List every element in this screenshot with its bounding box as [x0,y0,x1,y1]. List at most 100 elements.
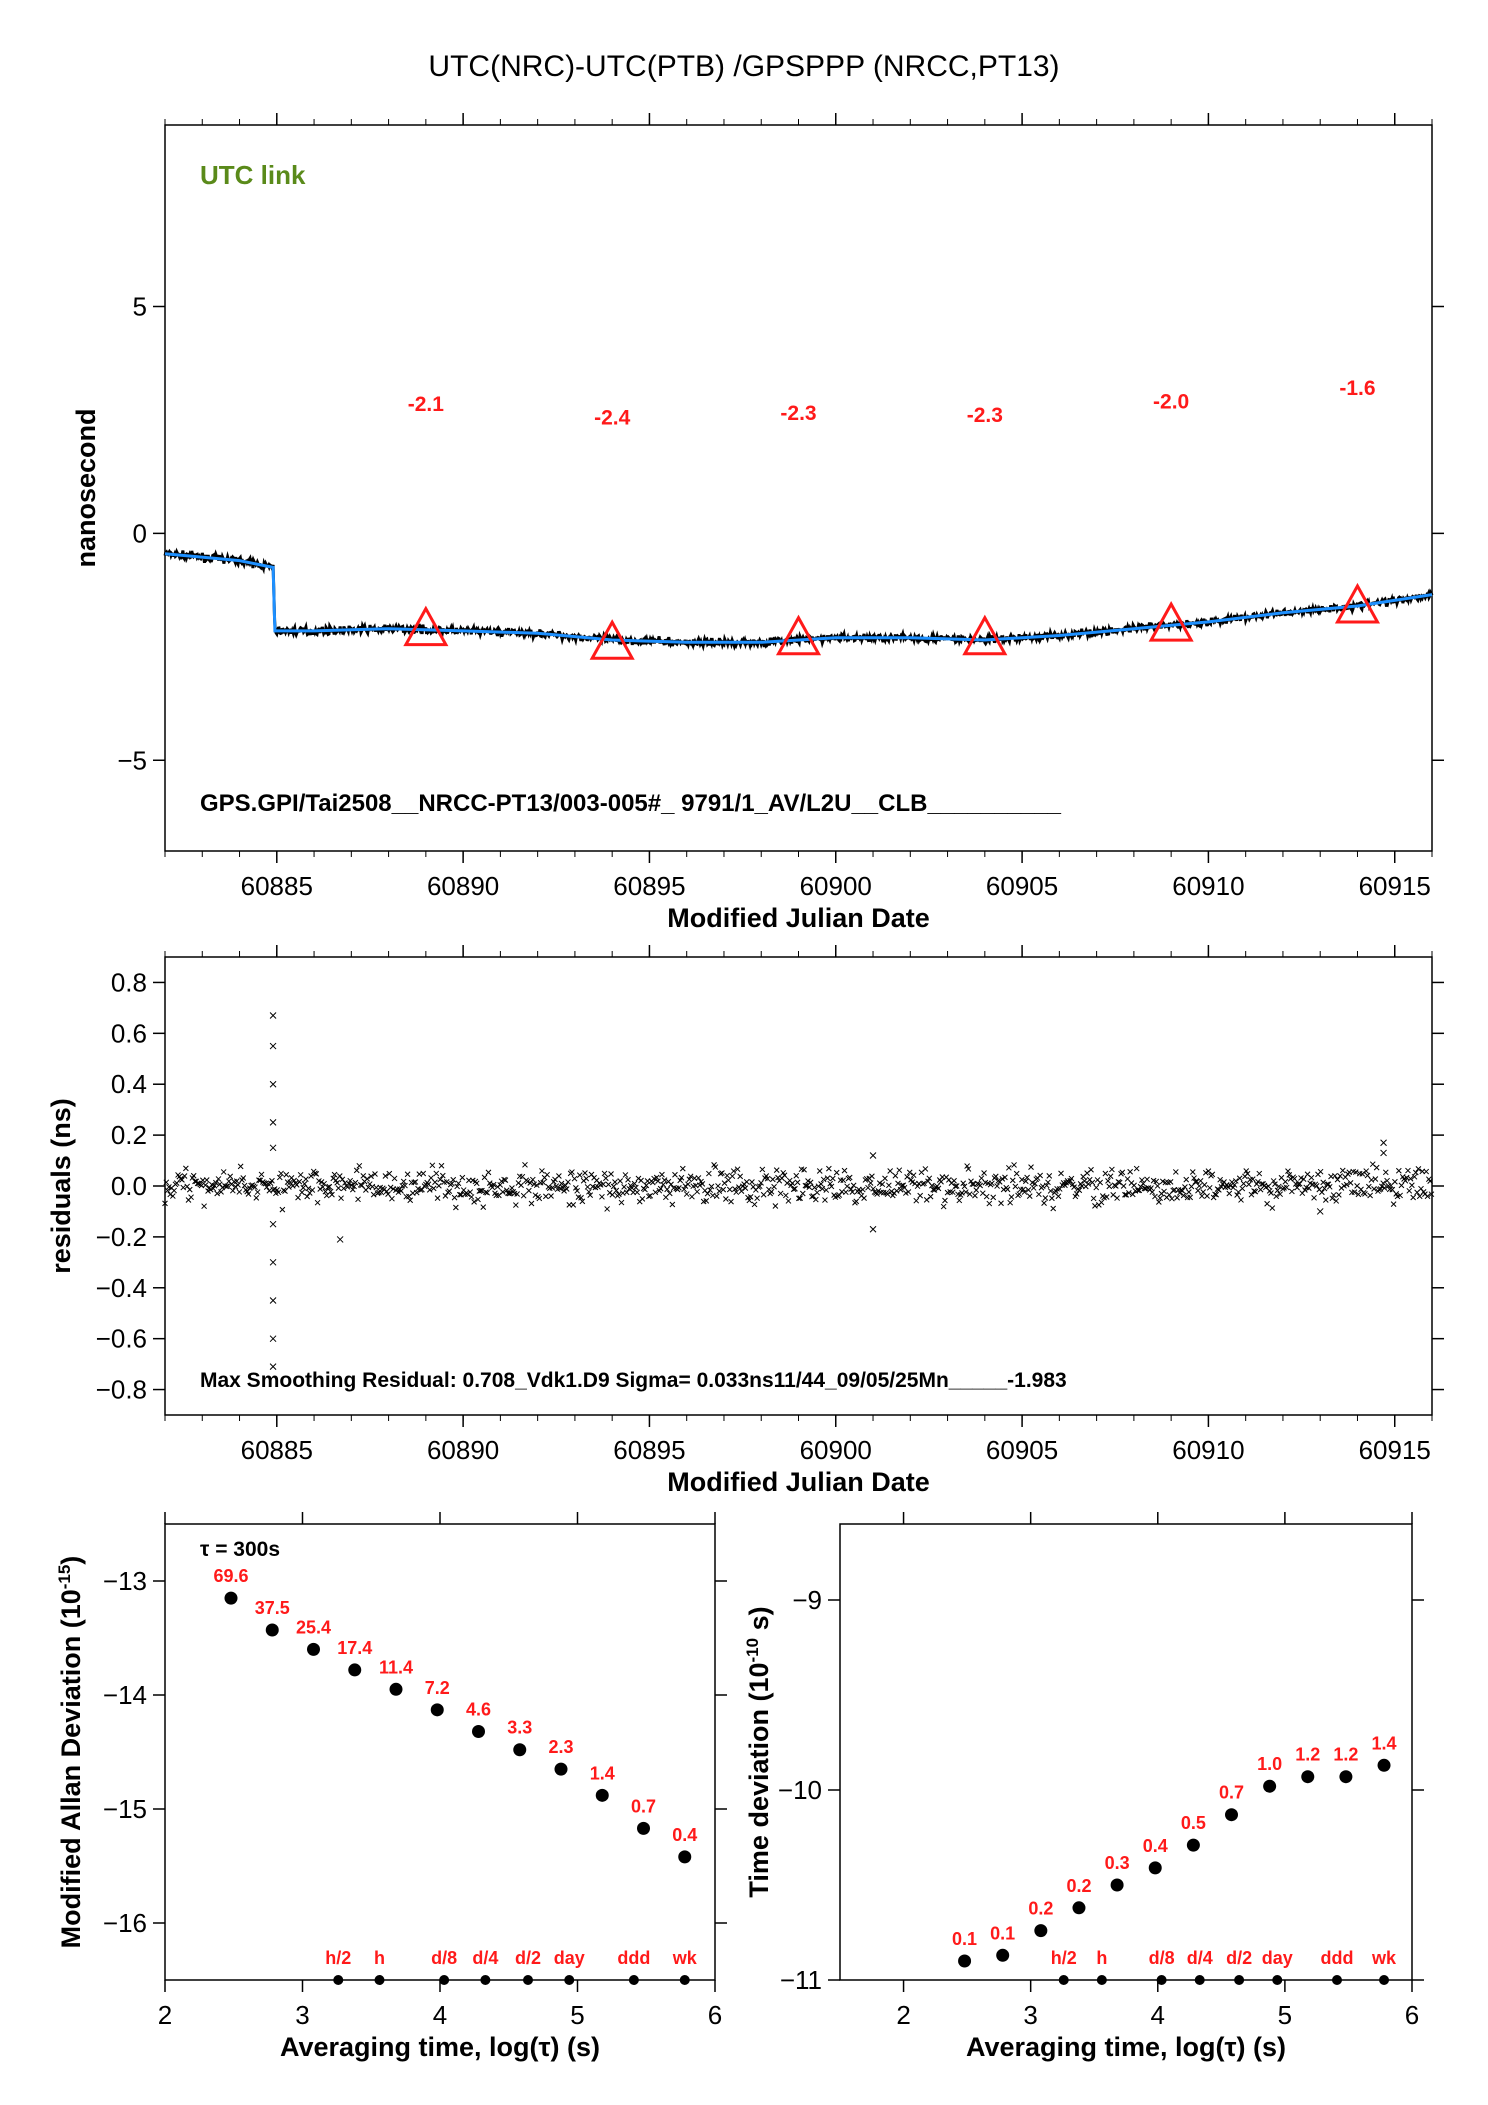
resid-point [668,1181,674,1188]
resid-point [1071,1184,1077,1190]
resid-point [1252,1188,1259,1195]
resid-point [1359,1170,1366,1177]
resid-point [499,1189,506,1195]
resid-point [833,1169,840,1176]
mdev-y-tick-label: −15 [103,1794,147,1824]
phase-annotation: -2.3 [780,402,816,425]
resid-point [346,1180,352,1187]
resid-point [1170,1187,1177,1194]
resid-point [400,1178,407,1185]
phase-x-tick-label: 60905 [986,871,1058,901]
mdev-point-label: 17.4 [337,1638,372,1658]
resid-point [322,1188,329,1195]
resid-point [1326,1183,1333,1190]
resid-point [1046,1172,1053,1179]
resid-point [1333,1198,1340,1204]
mdev-point-label: 69.6 [213,1566,248,1586]
mdev-point [554,1762,568,1776]
mdev-time-mark-label: d/8 [431,1948,457,1968]
resid-point [503,1187,510,1194]
resid-point [994,1183,1000,1189]
tdev-time-mark [1234,1975,1245,1985]
resid-point [490,1181,497,1188]
resid-point [777,1190,784,1197]
resid-point [961,1183,968,1190]
resid-point [634,1189,640,1196]
resid-point [1427,1178,1433,1185]
resid-point [734,1166,741,1173]
resid-point [1363,1168,1370,1174]
resid-point [223,1183,230,1190]
tdev-x-axis-label: Averaging time, log(τ) (s) [966,2032,1286,2062]
resid-point [430,1185,437,1192]
resid-point [456,1191,463,1198]
resid-outlier [269,1042,277,1050]
resid-point [319,1184,326,1190]
mdev-x-tick-label: 5 [570,2000,584,2030]
resid-point [509,1185,515,1191]
mdev-point [678,1850,692,1864]
resid-point [927,1193,934,1200]
phase-raw-trace [163,547,1434,652]
resid-point [1296,1180,1303,1187]
resid-point [926,1175,933,1182]
resid-point [411,1179,417,1186]
resid-point [708,1183,715,1190]
resid-point [867,1180,874,1186]
resid-point [451,1194,458,1201]
phase-y-tick-label: −5 [117,745,147,775]
mdev-point-label: 2.3 [548,1737,573,1757]
resid-point [1405,1167,1411,1174]
resid-point [816,1168,823,1174]
tdev-point [1377,1758,1391,1772]
tdev-time-mark [1058,1975,1069,1985]
resid-point [1153,1178,1160,1185]
resid-point [1182,1184,1188,1190]
resid-point [347,1177,354,1184]
resid-point [631,1180,638,1187]
resid-point [1006,1164,1012,1171]
resid-point [1187,1194,1194,1201]
mdev-y-tick-label: −13 [103,1566,147,1596]
tdev-x-tick-label: 4 [1151,2000,1165,2030]
resid-point [220,1169,227,1175]
resid-point [681,1186,687,1193]
tdev-point [1148,1861,1162,1875]
mdev-time-mark [480,1975,491,1985]
resid-point [514,1191,521,1197]
resid-point [1398,1182,1405,1189]
resid-point [599,1193,605,1200]
resid-point [1102,1170,1109,1177]
mdev-time-mark-label: d/2 [515,1948,541,1968]
resid-point [1403,1174,1410,1181]
resid-point [751,1201,758,1208]
resid-point [849,1189,856,1195]
resid-point [1381,1185,1388,1191]
resid-point [685,1181,691,1188]
resid-point [824,1175,831,1181]
resid-point [1372,1176,1379,1182]
resid-point [729,1173,736,1180]
resid-point [1382,1169,1389,1176]
tdev-time-mark-label: h/2 [1051,1948,1077,1968]
resid-point [716,1188,723,1194]
tdev-time-mark-label: d/2 [1226,1948,1252,1968]
resid-point [1002,1174,1008,1181]
resid-point [951,1177,957,1184]
resid-point [1322,1197,1329,1203]
resid-point [190,1172,197,1179]
resid-point [622,1172,629,1178]
resid-point [278,1170,284,1177]
resid-point [420,1170,427,1177]
resid-point [181,1173,188,1179]
resid-point [661,1177,668,1184]
resid-point [870,1185,877,1192]
resid-point [1180,1192,1187,1199]
resid-point [283,1171,290,1178]
resid-point [621,1184,627,1190]
resid-point [327,1188,334,1195]
resid-point [215,1176,222,1182]
resid-point [571,1175,578,1182]
resid-point [925,1178,931,1185]
resid-point [372,1171,378,1177]
